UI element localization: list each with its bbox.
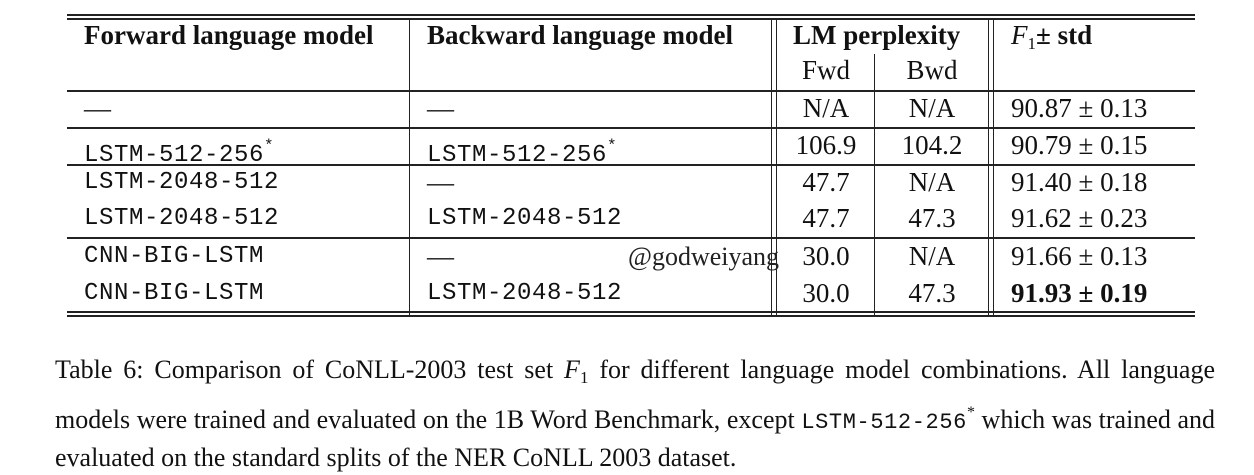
caption-f-subscript: 1 [579, 368, 589, 387]
table-bottom-rule-1 [67, 311, 1195, 313]
row-3-bwd: N/A [908, 167, 956, 197]
row-5-backward: — [427, 241, 454, 271]
table-top-rule-1 [67, 14, 1195, 16]
caption-part-2: for different language model combination… [55, 355, 1215, 434]
row-6-backward: LSTM-2048-512 [427, 280, 623, 307]
row-6-f1-best: 91.93 ± 0.19 [1011, 278, 1148, 308]
row-6-forward: CNN-BIG-LSTM [84, 280, 265, 307]
table-caption: Table 6: Comparison of CoNLL-2003 test s… [55, 352, 1215, 475]
row-2-backward: LSTM-512-256* [427, 137, 618, 169]
header-f1-std: F1± std [1011, 17, 1092, 62]
header-backward-lm: Backward language model [427, 20, 734, 50]
row-6-fwd: 30.0 [802, 278, 850, 308]
col-divider-forward-backward [409, 18, 411, 315]
row-5-bwd: N/A [908, 241, 956, 271]
row-2-fwd: 106.9 [795, 130, 857, 160]
row-4-bwd: 47.3 [908, 203, 956, 233]
watermark-text: @godweiyang [628, 242, 780, 271]
header-forward-lm: Forward language model [84, 20, 374, 50]
col-divider-fwd-bwd [874, 54, 876, 315]
row-3-fwd: 47.7 [802, 167, 850, 197]
row-1-fwd: N/A [802, 93, 850, 123]
row-5-fwd: 30.0 [802, 241, 850, 271]
header-bottom-rule [67, 90, 1195, 92]
row-6-bwd: 47.3 [908, 278, 956, 308]
col-divider-backward-perplexity-b [776, 18, 778, 315]
caption-code-mark: * [966, 404, 975, 421]
col-divider-perplexity-f1-b [993, 18, 995, 315]
row-1-forward: — [84, 93, 111, 123]
row-3-backward: — [427, 167, 454, 197]
group-rule-2 [67, 164, 1195, 166]
header-f1-letter: F [1011, 20, 1028, 50]
header-fwd: Fwd [801, 55, 850, 85]
table-top-rule-2 [67, 18, 1195, 20]
row-4-forward: LSTM-2048-512 [84, 205, 280, 232]
col-divider-backward-perplexity-a [771, 18, 773, 315]
row-1-f1: 90.87 ± 0.13 [1011, 93, 1148, 123]
header-f1-rest: ± std [1036, 20, 1093, 50]
caption-f-letter: F [564, 355, 580, 384]
row-2-bwd: 104.2 [901, 130, 963, 160]
row-3-f1: 91.40 ± 0.18 [1011, 167, 1148, 197]
row-4-backward: LSTM-2048-512 [427, 205, 623, 232]
row-5-f1: 91.66 ± 0.13 [1011, 241, 1148, 271]
caption-part-3: which was trained and evaluated on the s… [55, 405, 1215, 472]
row-4-fwd: 47.7 [802, 203, 850, 233]
caption-code: LSTM-512-256 [801, 410, 967, 435]
row-2-f1: 90.79 ± 0.15 [1011, 130, 1148, 160]
group-rule-1 [67, 127, 1195, 129]
caption-part-1: Table 6: Comparison of CoNLL-2003 test s… [55, 355, 565, 384]
col-divider-perplexity-f1-a [988, 18, 990, 315]
header-lm-perplexity: LM perplexity [793, 20, 961, 50]
table-bottom-rule-2 [67, 315, 1195, 317]
header-f1-subscript: 1 [1027, 34, 1037, 53]
row-5-forward: CNN-BIG-LSTM [84, 243, 265, 270]
row-3-forward: LSTM-2048-512 [84, 169, 280, 196]
header-bwd: Bwd [906, 55, 958, 85]
group-rule-3 [67, 237, 1195, 239]
row-1-bwd: N/A [908, 93, 956, 123]
row-4-f1: 91.62 ± 0.23 [1011, 203, 1148, 233]
row-2-forward: LSTM-512-256* [84, 137, 275, 169]
row-1-backward: — [427, 93, 454, 123]
